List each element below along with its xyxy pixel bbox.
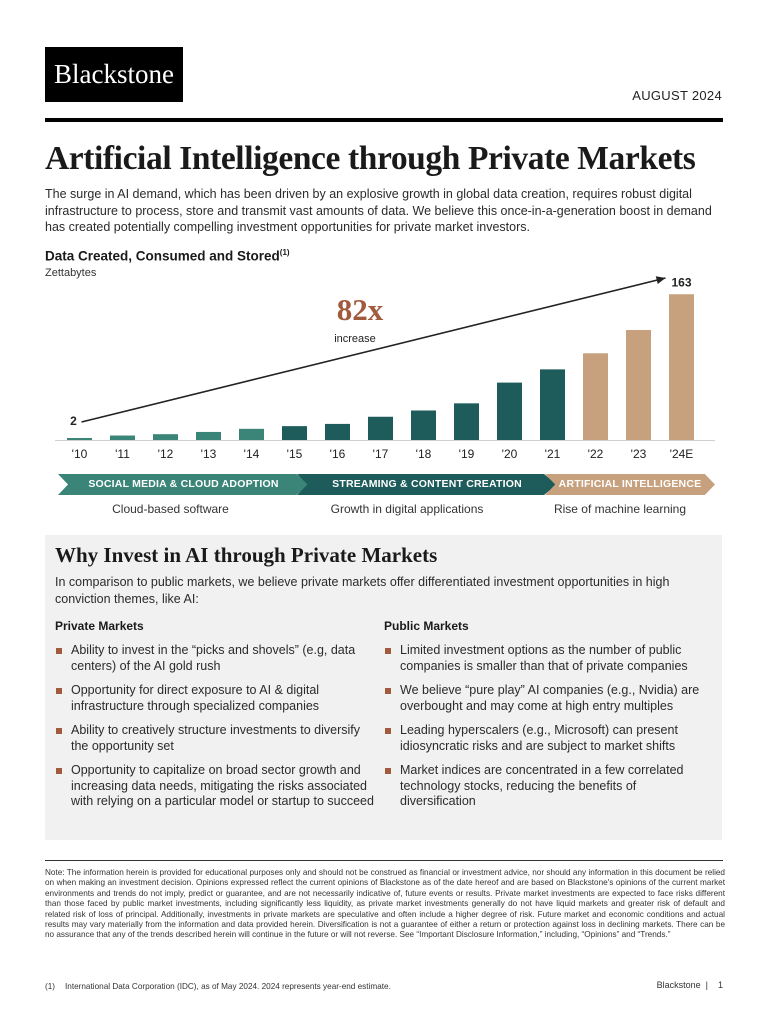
x-tick-label: '11 [115, 447, 130, 461]
bar-18 [411, 410, 436, 440]
bar-15 [282, 426, 307, 440]
list-item: We believe “pure play” AI companies (e.g… [384, 683, 714, 714]
list-item: Opportunity to capitalize on broad secto… [55, 763, 375, 810]
why-invest-title: Why Invest in AI through Private Markets [55, 543, 438, 567]
intro-paragraph: The surge in AI demand, which has been d… [45, 187, 712, 234]
list-item: Market indices are concentrated in a few… [384, 763, 714, 810]
bar-10 [67, 438, 92, 440]
data-label: 163 [671, 275, 691, 289]
x-tick-label: '22 [588, 447, 604, 461]
report-date: AUGUST 2024 [632, 88, 722, 103]
private-markets-list: Ability to invest in the “picks and shov… [55, 643, 375, 819]
growth-multiple: 82x [337, 292, 384, 327]
list-item: Leading hyperscalers (e.g., Microsoft) c… [384, 723, 714, 754]
data-label: 2 [70, 414, 77, 428]
bar-22 [583, 353, 608, 440]
why-invest-lead: In comparison to public markets, we beli… [55, 575, 670, 606]
list-item: Ability to creatively structure investme… [55, 723, 375, 754]
page-footer: Blackstone | 1 [656, 980, 723, 990]
disclaimer-note: Note: The information herein is provided… [45, 868, 725, 940]
footnote-marker: (1) [45, 982, 56, 991]
bar-14 [239, 428, 264, 440]
bar-16 [325, 423, 350, 440]
x-tick-label: '19 [459, 447, 475, 461]
header-rule [45, 118, 723, 122]
why-invest-panel: Why Invest in AI through Private Markets… [45, 535, 722, 840]
trend-arrow-head [655, 276, 666, 285]
chart-title: Data Created, Consumed and Stored(1) [45, 248, 290, 264]
footer-rule [45, 860, 723, 861]
x-tick-label: '12 [158, 447, 174, 461]
bar-11 [110, 435, 135, 440]
private-markets-heading: Private Markets [55, 619, 144, 633]
list-item: Opportunity for direct exposure to AI & … [55, 683, 375, 714]
trend-arrow-line [81, 277, 666, 423]
era-sub-social: Cloud-based software [112, 502, 229, 516]
footnote-text: International Data Corporation (IDC), as… [65, 982, 391, 991]
x-tick-label: '16 [330, 447, 346, 461]
public-markets-heading: Public Markets [384, 619, 469, 633]
bar-17 [368, 416, 393, 440]
public-markets-list: Limited investment options as the number… [384, 643, 714, 819]
chart-unit-label: Zettabytes [45, 267, 97, 279]
data-growth-chart: '10 '11 '12 '13 '14 '15 '16 '17 '18 '19 '20 '21 '22 '… [55, 275, 715, 461]
x-tick-label: '24E [670, 447, 694, 461]
chart-title-text: Data Created, Consumed and Stored [45, 248, 280, 264]
page-title: Artificial Intelligence through Private … [45, 140, 696, 177]
bar-13 [196, 431, 221, 440]
era-banner-ai: ARTIFICIAL INTELLIGENCE [545, 474, 715, 495]
x-tick-label: '20 [502, 447, 518, 461]
list-item: Limited investment options as the number… [384, 643, 714, 674]
era-banner-social: SOCIAL MEDIA & CLOUD ADOPTION [58, 474, 309, 495]
list-item: Ability to invest in the “picks and shov… [55, 643, 375, 674]
x-tick-label: '14 [244, 447, 260, 461]
era-sub-ai: Rise of machine learning [553, 502, 687, 516]
growth-label: increase [334, 333, 376, 345]
blackstone-logo: Blackstone [45, 47, 183, 102]
bar-21 [540, 369, 565, 440]
bar-23 [626, 330, 651, 440]
x-tick-label: '18 [416, 447, 432, 461]
x-tick-label: '17 [373, 447, 389, 461]
footnote-1: (1) International Data Corporation (IDC),… [45, 982, 391, 991]
x-tick-label: '15 [287, 447, 303, 461]
x-tick-label: '10 [72, 447, 88, 461]
x-tick-label: '13 [201, 447, 217, 461]
era-banner-streaming: STREAMING & CONTENT CREATION [297, 474, 557, 495]
bar-12 [153, 434, 178, 440]
x-tick-label: '23 [631, 447, 647, 461]
bar-19 [454, 403, 479, 440]
chart-title-footnote: (1) [279, 248, 290, 257]
x-tick-label: '21 [545, 447, 561, 461]
bar-24E [669, 294, 694, 440]
era-sub-streaming: Growth in digital applications [330, 502, 484, 516]
bar-20 [497, 382, 522, 440]
